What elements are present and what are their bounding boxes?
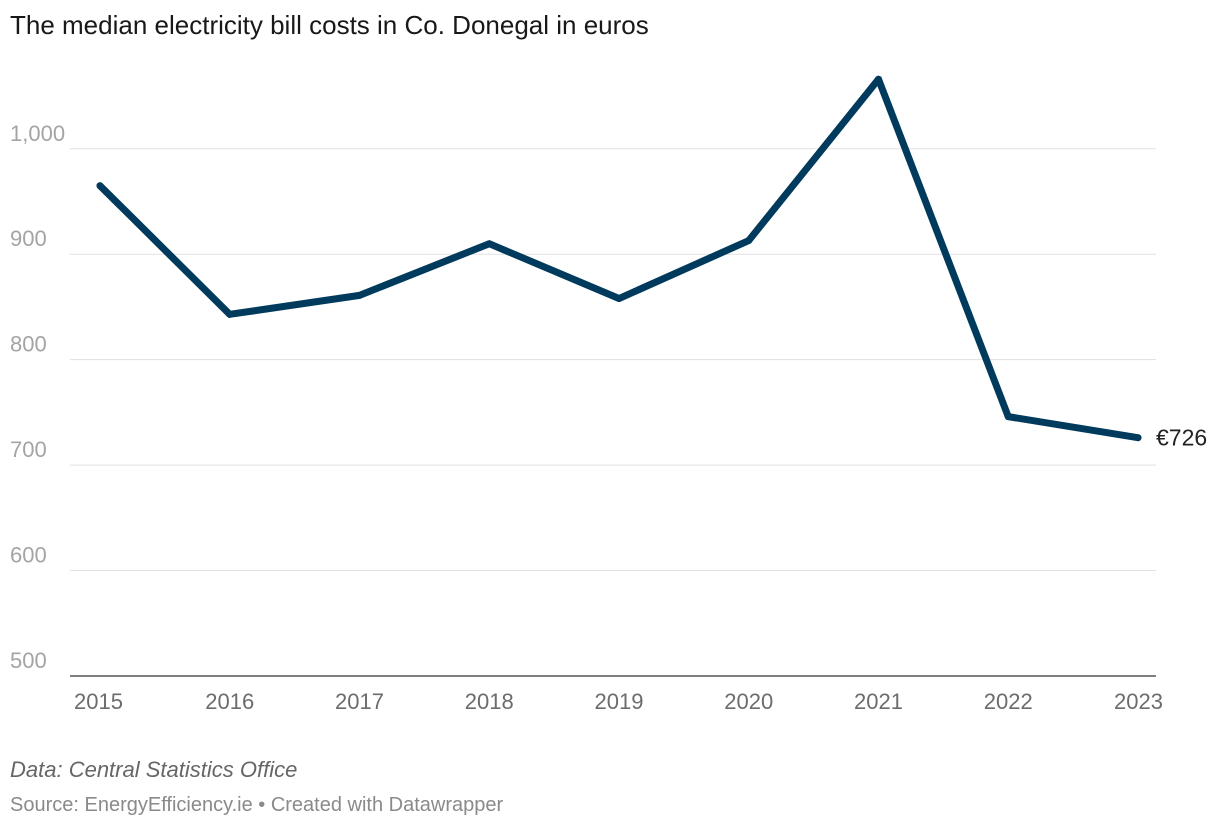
- data-point-2017: [356, 291, 363, 299]
- y-tick-label: 900: [10, 226, 47, 251]
- x-tick-label: 2023: [1114, 689, 1163, 714]
- x-tick-label: 2020: [724, 689, 773, 714]
- data-point-2023: [1134, 434, 1142, 442]
- data-point-2020: [745, 237, 753, 245]
- y-tick-label: 700: [10, 437, 47, 462]
- x-tick-label: 2016: [205, 689, 254, 714]
- y-tick-label: 800: [10, 332, 47, 357]
- y-tick-label: 500: [10, 648, 47, 673]
- chart-title: The median electricity bill costs in Co.…: [10, 10, 649, 40]
- x-tick-label: 2022: [984, 689, 1033, 714]
- data-point-2018: [485, 240, 493, 248]
- series-line: [96, 75, 1142, 442]
- data-point-2021: [875, 75, 882, 83]
- x-tick-label: 2018: [465, 689, 514, 714]
- x-axis-ticks: 2015 2016 2017 2018 2019 2020 2021 2022 2023: [74, 689, 1163, 714]
- data-point-2016: [226, 310, 234, 318]
- grid-lines: [70, 148, 1156, 677]
- x-tick-label: 2019: [595, 689, 644, 714]
- data-point-2019: [615, 295, 623, 303]
- y-tick-label: 1,000: [10, 121, 65, 146]
- series-group: [96, 75, 1142, 442]
- y-axis-ticks: 500 600 700 800 900 1,000: [10, 121, 65, 673]
- y-tick-label: 600: [10, 543, 47, 568]
- x-tick-label: 2015: [74, 689, 123, 714]
- x-tick-label: 2017: [335, 689, 384, 714]
- x-tick-label: 2021: [854, 689, 903, 714]
- source-credit: Source: EnergyEfficiency.ie • Created wi…: [10, 794, 504, 816]
- data-labels: €726: [1156, 425, 1207, 451]
- data-point-2015: [96, 182, 104, 190]
- data-source-note: Data: Central Statistics Office: [10, 757, 298, 782]
- end-value-label: €726: [1156, 425, 1207, 451]
- data-point-2022: [1004, 413, 1012, 421]
